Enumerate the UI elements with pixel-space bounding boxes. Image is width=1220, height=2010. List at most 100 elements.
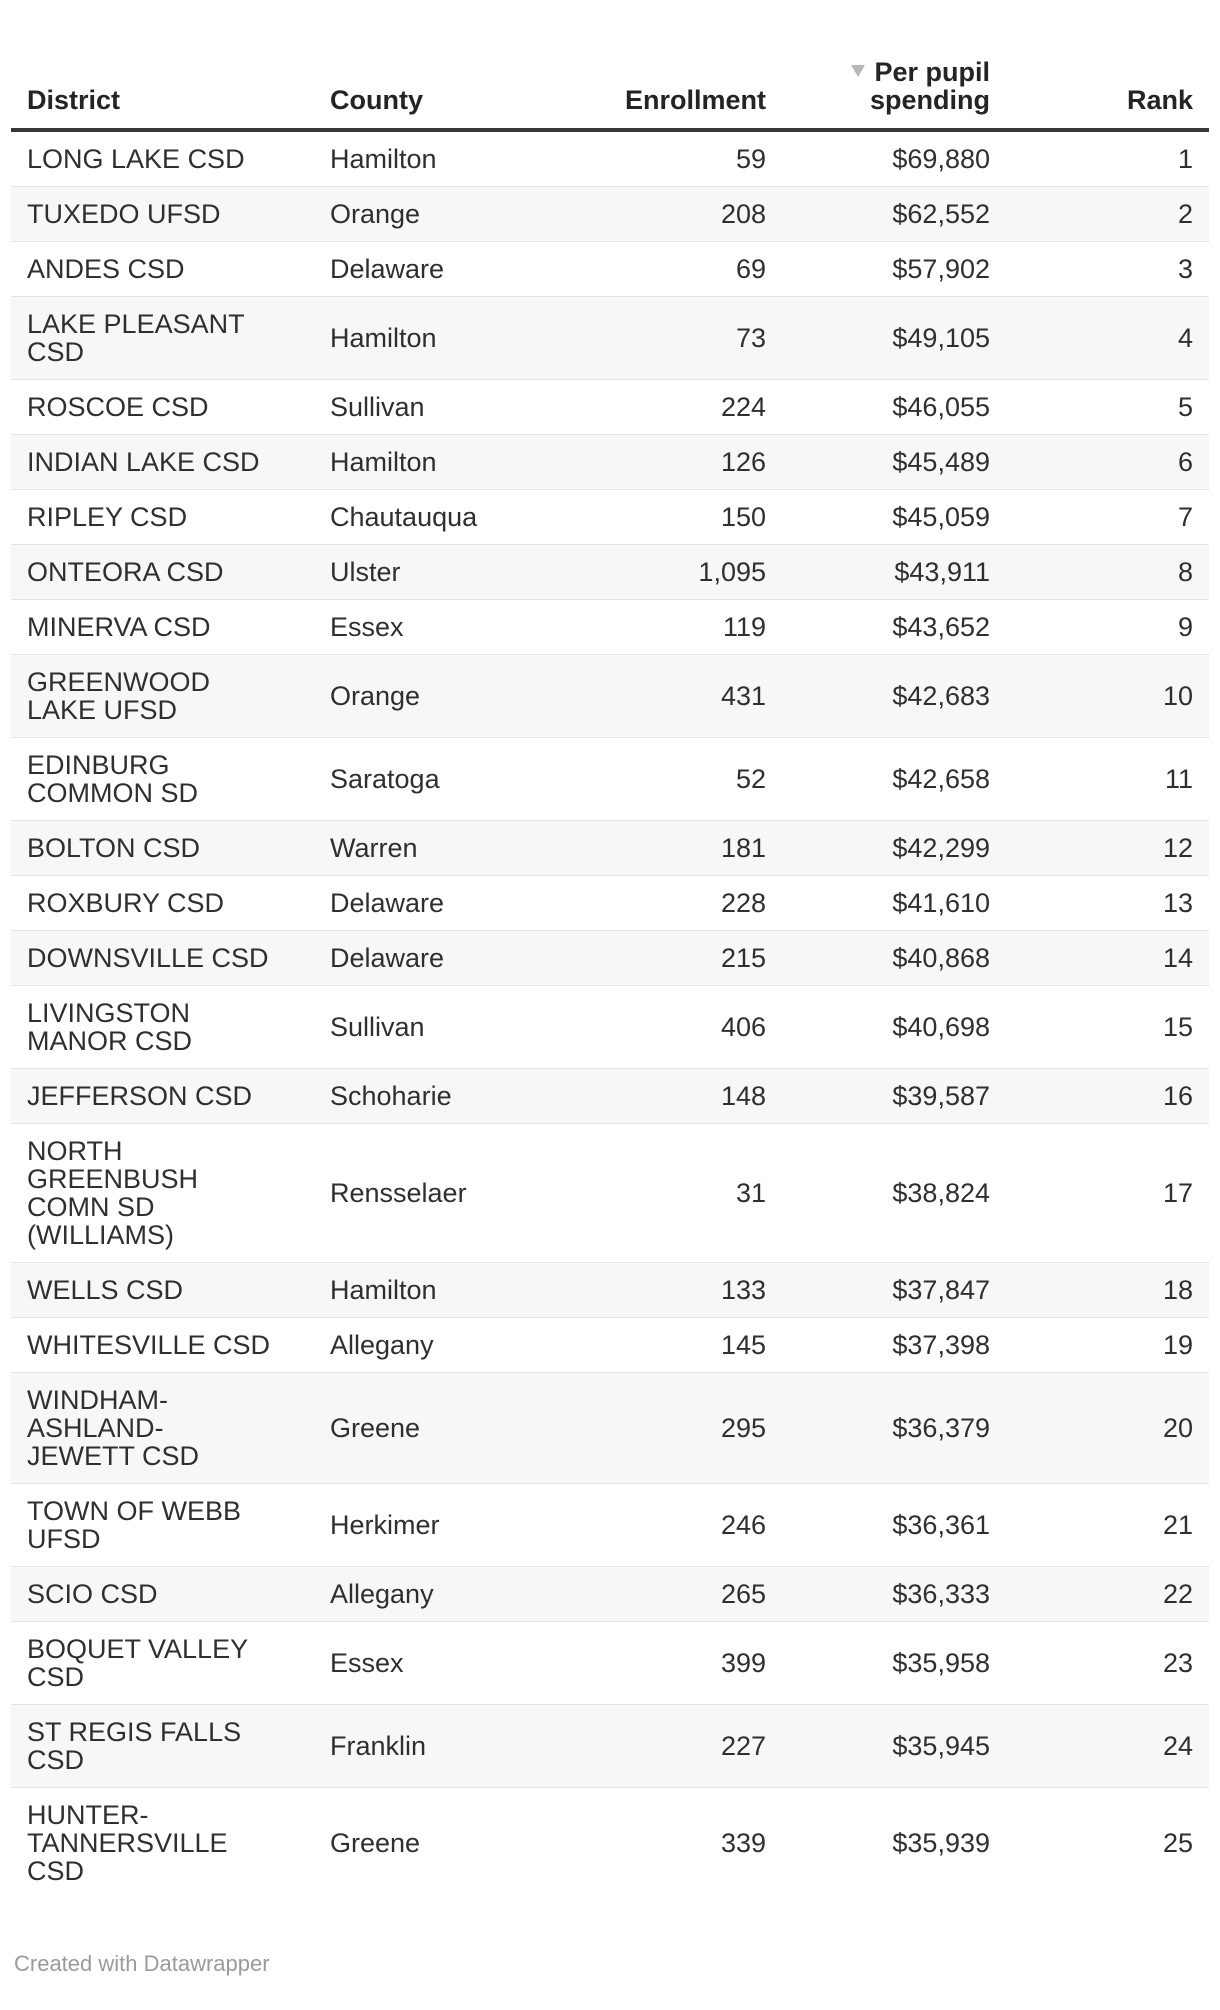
cell-district: JEFFERSON CSD xyxy=(27,1081,253,1111)
cell-spending: $42,683 xyxy=(892,681,990,711)
table-row: DOWNSVILLE CSD Delaware 215 $40,868 14 xyxy=(11,930,1209,986)
cell-county: Sullivan xyxy=(330,392,425,422)
cell-district: EDINBURG COMMON SD xyxy=(27,750,198,808)
cell-spending: $35,939 xyxy=(892,1828,990,1858)
cell-rank: 16 xyxy=(1162,1081,1193,1111)
cell-district: MINERVA CSD xyxy=(27,612,211,642)
cell-district: INDIAN LAKE CSD xyxy=(27,447,260,477)
column-header-label: District xyxy=(27,85,121,115)
cell-spending: $43,652 xyxy=(892,612,990,642)
table-row: ONTEORA CSD Ulster 1,095 $43,911 8 xyxy=(11,544,1209,600)
column-header-spending[interactable]: Per pupil spending xyxy=(782,58,1006,132)
cell-spending: $37,398 xyxy=(892,1330,990,1360)
table-row: TUXEDO UFSD Orange 208 $62,552 2 xyxy=(11,186,1209,242)
cell-rank: 3 xyxy=(1177,254,1193,284)
table-row: TOWN OF WEBB UFSD Herkimer 246 $36,361 21 xyxy=(11,1483,1209,1567)
table-header: District County Enrollment Per pupil spendi… xyxy=(11,58,1209,132)
cell-enrollment: 227 xyxy=(720,1731,766,1761)
cell-enrollment: 295 xyxy=(720,1413,766,1443)
cell-rank: 12 xyxy=(1162,833,1193,863)
table-row: EDINBURG COMMON SD Saratoga 52 $42,658 11 xyxy=(11,737,1209,821)
table-row: LONG LAKE CSD Hamilton 59 $69,880 1 xyxy=(11,130,1209,187)
column-header-rank[interactable]: Rank xyxy=(1006,58,1209,132)
cell-rank: 15 xyxy=(1162,1012,1193,1042)
cell-spending: $35,958 xyxy=(892,1648,990,1678)
cell-enrollment: 339 xyxy=(720,1828,766,1858)
table-row: WINDHAM- ASHLAND- JEWETT CSD Greene 295 $36… xyxy=(11,1372,1209,1484)
cell-rank: 23 xyxy=(1162,1648,1193,1678)
cell-rank: 9 xyxy=(1177,612,1193,642)
cell-spending: $36,361 xyxy=(892,1510,990,1540)
cell-enrollment: 246 xyxy=(720,1510,766,1540)
cell-rank: 21 xyxy=(1162,1510,1193,1540)
column-header-county[interactable]: County xyxy=(314,58,560,132)
cell-enrollment: 224 xyxy=(720,392,766,422)
cell-district: ANDES CSD xyxy=(27,254,185,284)
cell-enrollment: 181 xyxy=(720,833,766,863)
column-header-enrollment[interactable]: Enrollment xyxy=(560,58,782,132)
cell-rank: 1 xyxy=(1177,144,1193,174)
table-row: NORTH GREENBUSH COMN SD (WILLIAMS) Rensse… xyxy=(11,1123,1209,1263)
cell-enrollment: 208 xyxy=(720,199,766,229)
cell-county: Herkimer xyxy=(330,1510,440,1540)
table-row: SCIO CSD Allegany 265 $36,333 22 xyxy=(11,1566,1209,1622)
header-row: District County Enrollment Per pupil spendi… xyxy=(11,58,1209,132)
cell-district: WELLS CSD xyxy=(27,1275,184,1305)
cell-county: Franklin xyxy=(330,1731,427,1761)
cell-district: ROXBURY CSD xyxy=(27,888,225,918)
table-row: BOLTON CSD Warren 181 $42,299 12 xyxy=(11,820,1209,876)
cell-rank: 22 xyxy=(1162,1579,1193,1609)
cell-enrollment: 69 xyxy=(735,254,766,284)
cell-spending: $45,059 xyxy=(892,502,990,532)
cell-district: ST REGIS FALLS CSD xyxy=(27,1717,242,1775)
table-row: BOQUET VALLEY CSD Essex 399 $35,958 23 xyxy=(11,1621,1209,1705)
cell-enrollment: 399 xyxy=(720,1648,766,1678)
cell-county: Essex xyxy=(330,612,404,642)
cell-enrollment: 31 xyxy=(735,1178,766,1208)
cell-enrollment: 148 xyxy=(720,1081,766,1111)
cell-rank: 20 xyxy=(1162,1413,1193,1443)
table-row: ANDES CSD Delaware 69 $57,902 3 xyxy=(11,241,1209,297)
cell-county: Chautauqua xyxy=(330,502,478,532)
cell-county: Greene xyxy=(330,1828,421,1858)
cell-district: GREENWOOD LAKE UFSD xyxy=(27,667,211,725)
table-row: INDIAN LAKE CSD Hamilton 126 $45,489 6 xyxy=(11,434,1209,490)
cell-county: Warren xyxy=(330,833,418,863)
table-row: ST REGIS FALLS CSD Franklin 227 $35,945 24 xyxy=(11,1704,1209,1788)
datawrapper-credit-link[interactable]: Created with Datawrapper xyxy=(14,1951,270,1976)
cell-spending: $43,911 xyxy=(894,557,990,587)
cell-spending: $42,658 xyxy=(892,764,990,794)
table-body: LONG LAKE CSD Hamilton 59 $69,880 1 TUXEDO UF… xyxy=(11,130,1209,1898)
cell-county: Hamilton xyxy=(330,1275,437,1305)
column-header-district[interactable]: District xyxy=(11,58,314,132)
cell-spending: $46,055 xyxy=(892,392,990,422)
cell-spending: $40,698 xyxy=(892,1012,990,1042)
table-row: LAKE PLEASANT CSD Hamilton 73 $49,105 4 xyxy=(11,296,1209,380)
cell-district: WHITESVILLE CSD xyxy=(27,1330,271,1360)
table-row: HUNTER- TANNERSVILLE CSD Greene 339 $35,939… xyxy=(11,1787,1209,1898)
cell-rank: 6 xyxy=(1177,447,1193,477)
cell-district: DOWNSVILLE CSD xyxy=(27,943,269,973)
cell-county: Hamilton xyxy=(330,144,437,174)
data-table: District County Enrollment Per pupil spendi… xyxy=(11,58,1209,1898)
cell-enrollment: 406 xyxy=(720,1012,766,1042)
cell-district: LAKE PLEASANT CSD xyxy=(27,309,245,367)
cell-enrollment: 215 xyxy=(720,943,766,973)
sort-desc-icon xyxy=(851,65,866,77)
cell-enrollment: 52 xyxy=(735,764,766,794)
cell-enrollment: 133 xyxy=(720,1275,766,1305)
cell-enrollment: 431 xyxy=(720,681,766,711)
cell-county: Orange xyxy=(330,681,421,711)
cell-rank: 4 xyxy=(1177,323,1193,353)
cell-district: RIPLEY CSD xyxy=(27,502,188,532)
cell-spending: $40,868 xyxy=(892,943,990,973)
cell-district: LONG LAKE CSD xyxy=(27,144,245,174)
cell-county: Hamilton xyxy=(330,447,437,477)
cell-district: BOQUET VALLEY CSD xyxy=(27,1634,249,1692)
cell-county: Allegany xyxy=(330,1579,434,1609)
cell-district: WINDHAM- ASHLAND- JEWETT CSD xyxy=(27,1385,200,1471)
cell-enrollment: 73 xyxy=(735,323,766,353)
cell-district: ROSCOE CSD xyxy=(27,392,209,422)
cell-spending: $49,105 xyxy=(892,323,990,353)
